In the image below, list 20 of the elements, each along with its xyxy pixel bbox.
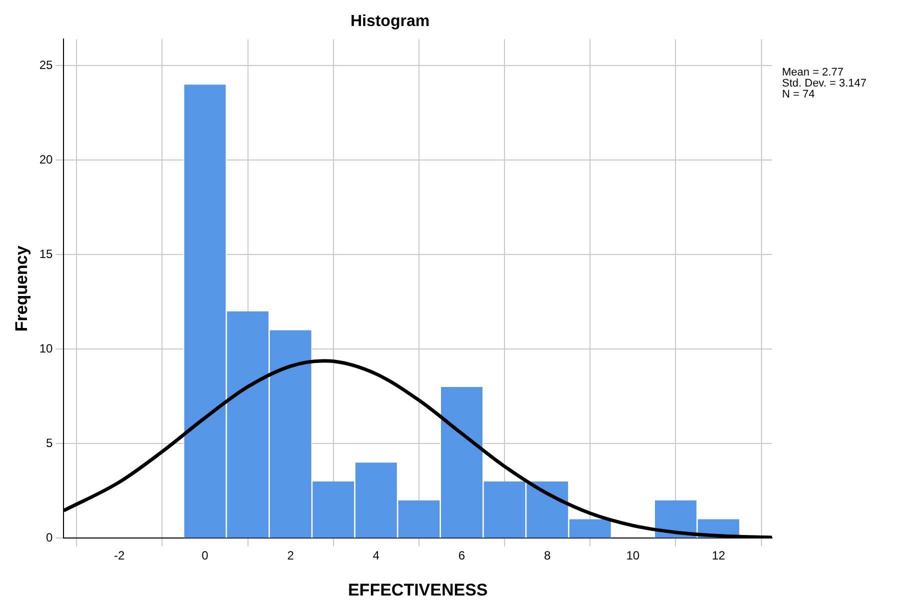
- y-tick-label: 5: [46, 436, 54, 450]
- text: N = 74: [782, 88, 815, 101]
- y-tick-label: 25: [39, 58, 54, 72]
- x-tick-label: 10: [626, 548, 640, 563]
- y-tick-label: 20: [39, 152, 54, 166]
- text: Mean = 2.77: [782, 66, 844, 79]
- x-tick-label: 0: [202, 548, 209, 563]
- x-tick-label: 8: [544, 548, 551, 563]
- x-tick-label: 6: [458, 548, 466, 563]
- x-tick-label: 12: [712, 548, 726, 563]
- x-axis-title: EFFECTIVENESS: [348, 580, 488, 600]
- text: Std. Dev. = 3.147: [782, 78, 866, 90]
- y-axis-title: Frequency: [12, 245, 31, 332]
- y-tick-label: 15: [39, 246, 54, 261]
- chart-title: Histogram: [350, 13, 430, 30]
- x-tick-label: -2: [114, 548, 126, 563]
- y-tick-label: 10: [39, 341, 54, 356]
- x-tick-label: 2: [287, 548, 294, 563]
- y-tick-label: 0: [46, 530, 54, 545]
- x-tick-label: 4: [372, 548, 380, 563]
